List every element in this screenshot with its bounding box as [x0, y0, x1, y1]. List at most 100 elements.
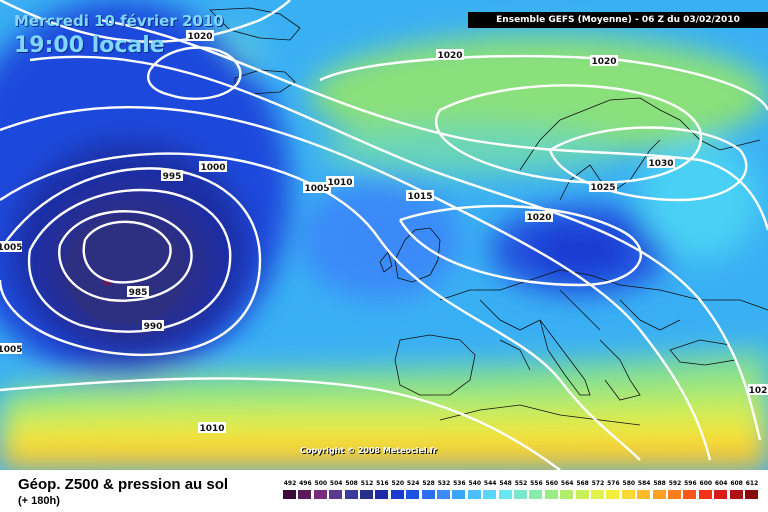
isobar-label: 1005	[0, 241, 23, 253]
legend-value: 520	[391, 480, 405, 487]
legend-swatch	[498, 490, 513, 499]
legend-swatch	[745, 490, 759, 499]
legend-swatch	[606, 490, 621, 499]
legend-value: 500	[314, 480, 328, 487]
legend-value: 532	[437, 480, 451, 487]
legend-swatch	[313, 490, 328, 499]
forecast-time: 19:00 locale	[14, 33, 165, 58]
legend-swatch	[344, 490, 359, 499]
svg-text:102: 102	[749, 386, 768, 396]
isobar-label: 1030	[647, 157, 675, 169]
map-canvas: 1020 1020 1020 995 1000 1005 1010 1015 1…	[0, 0, 768, 470]
forecast-date: Mercredi 10 février 2010	[14, 12, 224, 30]
svg-text:1010: 1010	[327, 178, 352, 188]
legend-value: 580	[622, 480, 636, 487]
legend-value: 552	[514, 480, 528, 487]
legend-swatch	[560, 490, 575, 499]
legend-swatch	[329, 490, 344, 499]
isobar-label: 1015	[406, 190, 434, 202]
svg-text:995: 995	[163, 172, 182, 182]
legend-value: 508	[345, 480, 358, 487]
legend-value: 596	[684, 480, 697, 487]
svg-text:1020: 1020	[526, 213, 551, 223]
svg-text:1020: 1020	[187, 32, 212, 42]
legend-swatch	[437, 490, 451, 499]
isobar-label: 1010	[326, 176, 354, 188]
svg-text:1005: 1005	[0, 243, 23, 253]
map-footer: Géop. Z500 & pression au sol (+ 180h) 49…	[0, 470, 768, 512]
isobar-labels: 1020 1020 1020 995 1000 1005 1010 1015 1…	[0, 30, 768, 434]
legend-value: 548	[499, 480, 512, 487]
svg-text:1010: 1010	[199, 424, 224, 434]
legend-swatch	[637, 490, 652, 499]
legend-swatch	[698, 490, 713, 499]
legend-value: 540	[468, 480, 482, 487]
svg-text:1020: 1020	[591, 57, 616, 67]
legend-swatch	[575, 490, 590, 499]
legend-value: 584	[637, 480, 651, 487]
svg-text:1000: 1000	[200, 163, 225, 173]
svg-text:985: 985	[129, 288, 148, 298]
isobar-label: 1020	[436, 49, 464, 61]
isobar-label: 1020	[525, 211, 553, 223]
forecast-step: (+ 180h)	[18, 495, 60, 507]
svg-text:1025: 1025	[590, 183, 615, 193]
isobar-label: 102	[748, 384, 768, 396]
isobar-label: 1025	[589, 181, 617, 193]
legend-value: 564	[560, 480, 574, 487]
legend-value: 524	[406, 480, 420, 487]
legend-value: 568	[576, 480, 589, 487]
svg-text:1020: 1020	[437, 51, 462, 61]
legend-swatch	[390, 490, 405, 499]
map-title: Géop. Z500 & pression au sol	[18, 476, 229, 493]
isobar-label: 990	[142, 320, 164, 332]
copyright-notice: Copyright © 2008 Meteociel.fr	[300, 446, 438, 455]
legend-value: 496	[299, 480, 312, 487]
legend-swatch	[621, 490, 636, 499]
legend-swatch	[375, 490, 390, 499]
isobar-label: 1005	[0, 343, 23, 355]
svg-text:1015: 1015	[407, 192, 432, 202]
legend-swatch	[452, 490, 467, 499]
legend-value: 560	[545, 480, 559, 487]
legend-swatch	[683, 490, 698, 499]
legend-swatch	[467, 490, 482, 499]
legend-value: 588	[653, 480, 666, 487]
svg-text:990: 990	[144, 322, 163, 332]
legend-swatch	[668, 490, 682, 499]
legend-swatch	[283, 490, 297, 499]
legend-value: 608	[730, 480, 743, 487]
legend-value: 604	[714, 480, 728, 487]
legend-swatch	[591, 490, 605, 499]
legend-value: 512	[360, 480, 374, 487]
legend-value: 592	[668, 480, 682, 487]
legend-value: 504	[329, 480, 343, 487]
legend-swatch	[714, 490, 729, 499]
legend-value: 536	[453, 480, 466, 487]
legend-swatch	[298, 490, 313, 499]
isobars	[0, 0, 768, 470]
legend-value: 556	[530, 480, 543, 487]
legend-value: 576	[607, 480, 620, 487]
isobar-label: 995	[161, 170, 183, 182]
isobar-label: 1010	[198, 422, 226, 434]
legend-swatch	[652, 490, 667, 499]
svg-text:1030: 1030	[648, 159, 673, 169]
legend-value: 544	[483, 480, 497, 487]
legend-swatch	[529, 490, 544, 499]
isobar-label: 1005	[303, 182, 331, 194]
svg-text:1005: 1005	[304, 184, 329, 194]
svg-text:1005: 1005	[0, 345, 23, 355]
isobar-label: 985	[127, 286, 149, 298]
legend-value: 600	[699, 480, 713, 487]
legend-value: 516	[376, 480, 389, 487]
legend-swatch	[544, 490, 559, 499]
legend-value: 572	[591, 480, 605, 487]
legend-swatch	[483, 490, 498, 499]
weather-map: 1020 1020 1020 995 1000 1005 1010 1015 1…	[0, 0, 768, 470]
legend-swatch	[421, 490, 436, 499]
isobar-label: 1020	[590, 55, 618, 67]
isobar-label: 1000	[199, 161, 227, 173]
model-run-info: Ensemble GEFS (Moyenne) - 06 Z du 03/02/…	[468, 12, 768, 28]
geopotential-field	[0, 0, 768, 470]
